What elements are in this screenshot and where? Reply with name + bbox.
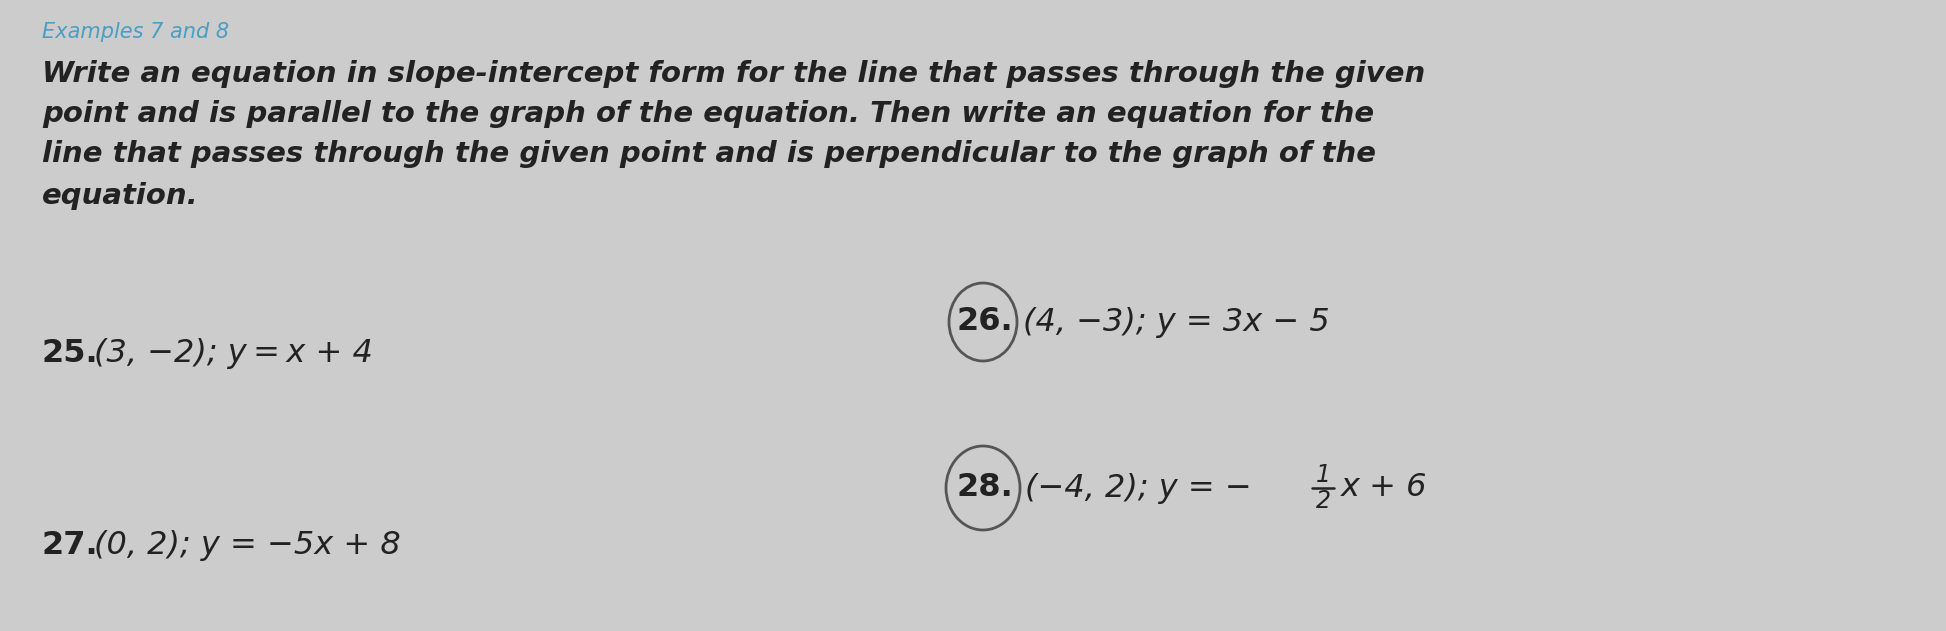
- Text: 27.: 27.: [43, 530, 99, 561]
- Text: Write an equation in slope-intercept form for the line that passes through the g: Write an equation in slope-intercept for…: [43, 60, 1424, 88]
- Text: 25.: 25.: [43, 338, 99, 369]
- Text: x + 6: x + 6: [1341, 473, 1428, 504]
- Text: equation.: equation.: [43, 182, 198, 210]
- Text: 28.: 28.: [957, 473, 1014, 504]
- Text: Examples 7 and 8: Examples 7 and 8: [43, 22, 230, 42]
- Text: (0, 2); y = −5x + 8: (0, 2); y = −5x + 8: [93, 530, 401, 561]
- Text: (3, −2); y = x + 4: (3, −2); y = x + 4: [93, 338, 374, 369]
- Text: 26.: 26.: [957, 307, 1014, 338]
- Text: (−4, 2); y = −: (−4, 2); y = −: [1026, 473, 1251, 504]
- Text: (4, −3); y = 3x − 5: (4, −3); y = 3x − 5: [1024, 307, 1329, 338]
- Text: 1: 1: [1315, 463, 1331, 487]
- Text: line that passes through the given point and is perpendicular to the graph of th: line that passes through the given point…: [43, 140, 1376, 168]
- Text: 2: 2: [1315, 489, 1331, 513]
- Text: point and is parallel to the graph of the equation. Then write an equation for t: point and is parallel to the graph of th…: [43, 100, 1374, 128]
